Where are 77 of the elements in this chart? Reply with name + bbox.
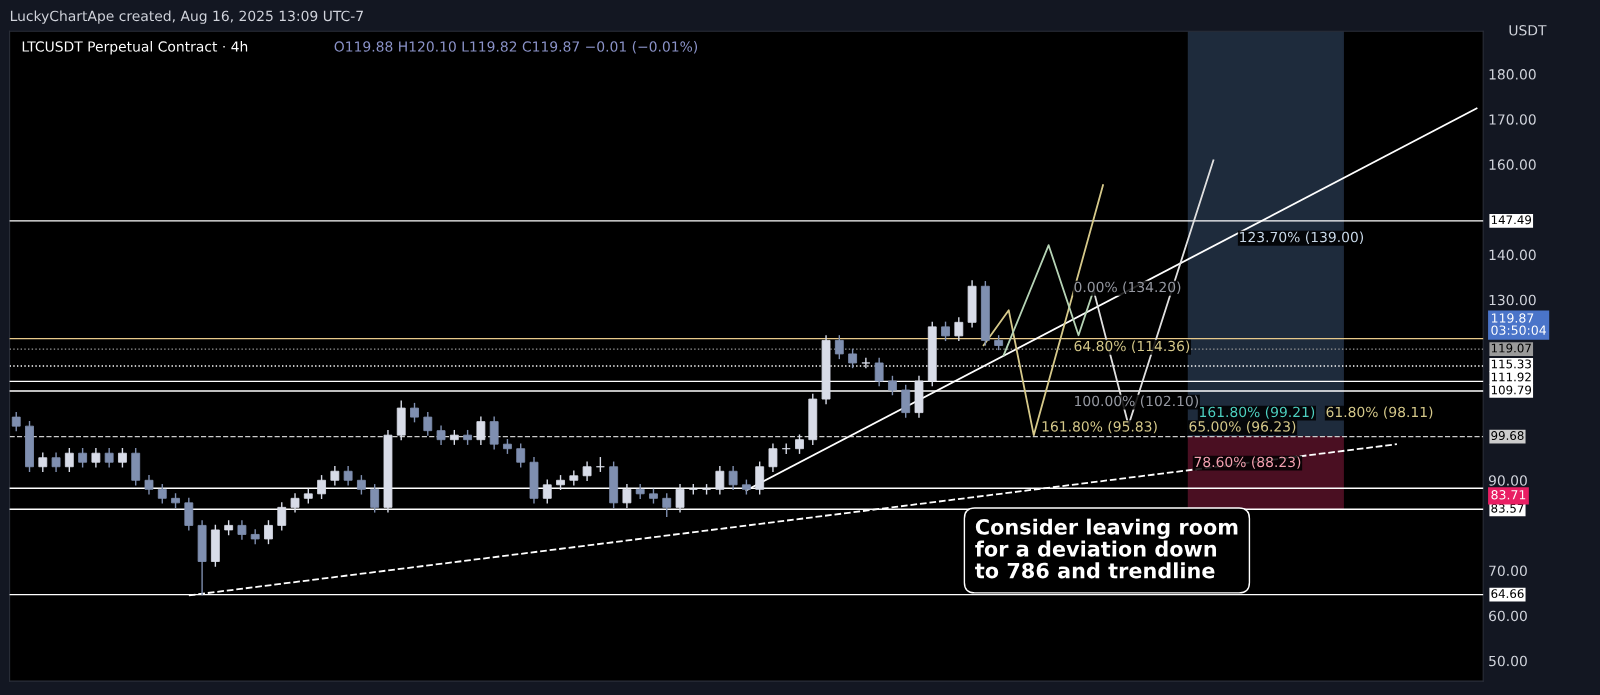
annotation: 123.70% (139.00) xyxy=(1240,231,1364,244)
ref-line-label: 109.79 xyxy=(1491,385,1532,395)
annotation: 61.80% (98.11) xyxy=(1326,406,1433,419)
ref-line-label: 83.57 xyxy=(1491,503,1524,513)
annotation: 64.80% (114.36) xyxy=(1074,340,1190,353)
y-tick-label: 50.00 xyxy=(1489,655,1527,667)
ref-line-label: 111.92 xyxy=(1491,372,1531,382)
y-tick-label: 60.00 xyxy=(1489,610,1527,622)
candlestick xyxy=(357,475,366,495)
candlestick xyxy=(675,484,685,513)
y-tick-label: 170.00 xyxy=(1489,114,1536,125)
candlestick xyxy=(118,448,127,468)
candlestick xyxy=(277,502,287,531)
candlestick xyxy=(144,475,154,495)
candlestick xyxy=(861,357,871,369)
candlestick xyxy=(290,493,300,513)
candlestick xyxy=(38,452,48,472)
candlestick xyxy=(184,497,194,531)
candlestick xyxy=(728,466,738,491)
candlestick xyxy=(264,520,273,545)
candlestick xyxy=(237,520,247,540)
candlestick xyxy=(795,434,804,454)
candlestick xyxy=(157,484,167,504)
annotation: 161.80% (95.83) xyxy=(1042,420,1157,434)
candlestick xyxy=(941,321,950,342)
candlestick xyxy=(423,411,433,436)
candlestick xyxy=(834,335,844,360)
candlestick xyxy=(768,443,778,472)
candlestick xyxy=(104,448,114,468)
y-tick-label: 160.00 xyxy=(1489,159,1536,170)
candlestick xyxy=(622,484,632,509)
ref-line-label: 99.68 xyxy=(1491,431,1524,441)
candlestick xyxy=(410,402,419,423)
annotation: 0.00% (134.20) xyxy=(1074,281,1181,294)
candlestick xyxy=(542,479,552,504)
text: 119.87 03:50:04 xyxy=(1491,313,1547,335)
y-tick-label: 90.00 xyxy=(1488,475,1527,486)
y-tick-label: 70.00 xyxy=(1489,565,1527,577)
candlestick xyxy=(755,461,765,495)
candlestick xyxy=(436,425,446,445)
y-tick-label: 140.00 xyxy=(1489,249,1536,261)
text: LuckyChartApe created, Aug 16, 2025 13:09 UTC-7 xyxy=(10,10,363,24)
annotation: 65.00% (96.23) xyxy=(1189,420,1296,434)
candlestick xyxy=(954,317,964,342)
annotation: 78.60% (88.23) xyxy=(1194,456,1301,469)
ref-line-label: 115.33 xyxy=(1491,359,1531,369)
y-tick-label: 130.00 xyxy=(1489,294,1536,306)
annotation: 161.80% (99.21) xyxy=(1200,406,1315,419)
candlestick xyxy=(317,475,326,500)
candlestick xyxy=(715,466,725,495)
candlestick xyxy=(476,416,486,445)
candlestick xyxy=(64,448,74,472)
y-axis-title: USDT xyxy=(1509,25,1547,36)
candlestick xyxy=(11,411,21,432)
candlestick xyxy=(901,384,911,418)
candlestick xyxy=(343,466,353,486)
candlestick xyxy=(91,448,101,468)
candlestick xyxy=(330,466,340,486)
text: LTCUSDT Perpetual Contract · 4h xyxy=(22,41,248,55)
candlestick xyxy=(848,348,858,369)
candlestick xyxy=(874,357,884,387)
candlestick xyxy=(662,493,672,518)
text: O119.88 H120.10 L119.82 C119.87 −0.01 (−0.01%) xyxy=(334,41,698,54)
candlestick xyxy=(78,448,88,468)
candlestick xyxy=(582,461,592,481)
ref-line-label: 147.49 xyxy=(1491,215,1532,225)
candlestick xyxy=(888,375,897,396)
candlestick xyxy=(51,452,61,472)
candlestick xyxy=(489,416,499,450)
text: 83.71 xyxy=(1491,490,1526,500)
annotation: Consider leaving room for a deviation down to 786 and trendline xyxy=(975,518,1238,579)
candlestick xyxy=(370,484,380,513)
ref-line-label: 64.66 xyxy=(1491,589,1524,599)
candlestick xyxy=(516,443,526,468)
annotation: 100.00% (102.10) xyxy=(1075,395,1198,408)
ref-line-label: 119.07 xyxy=(1491,343,1531,353)
y-tick-label: 180.00 xyxy=(1489,69,1536,80)
